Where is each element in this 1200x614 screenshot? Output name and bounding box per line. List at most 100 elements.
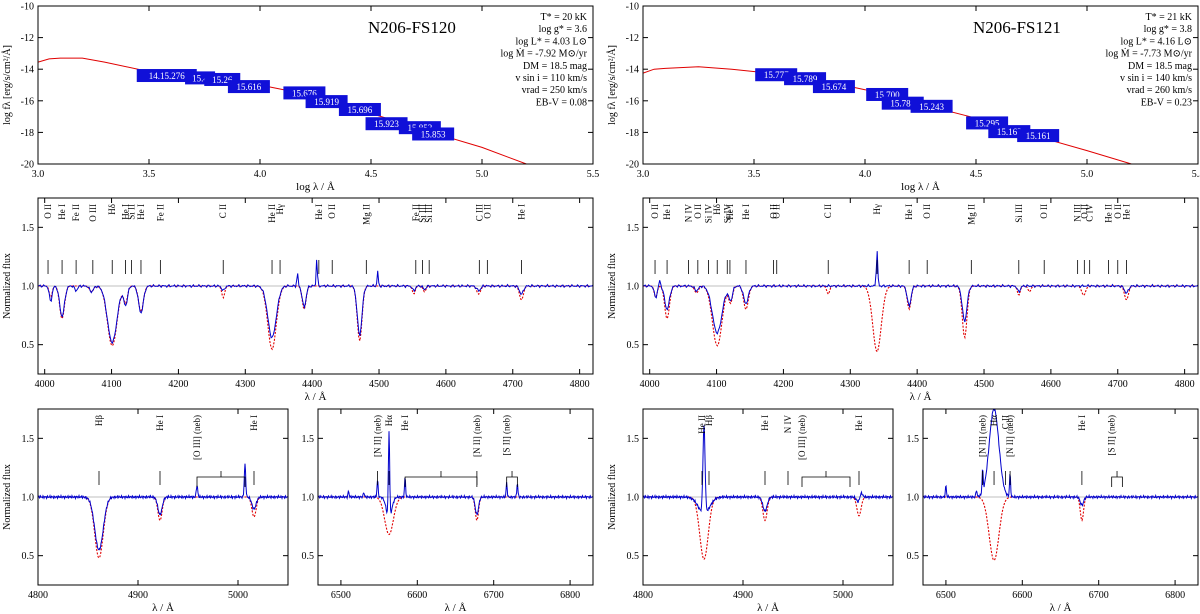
y-tick-label: 1.0 [302, 493, 315, 504]
line-id-label: Fe II [71, 204, 81, 221]
model-spectrum [643, 496, 893, 560]
x-tick-label: 4100 [102, 379, 122, 390]
line-id-label: C III [474, 204, 484, 221]
line-id-bracket [1111, 471, 1123, 487]
observed-spectrum [923, 409, 1198, 507]
line-id-label: He I [57, 204, 67, 220]
line-id-label: Hδ [107, 204, 117, 215]
model-spectrum [923, 496, 1198, 561]
x-axis-label: λ / Å [1050, 602, 1072, 614]
line-id-label: Mg II [966, 204, 976, 225]
x-tick-label: 4000 [640, 379, 660, 390]
line-id-label: He I [760, 415, 770, 431]
x-tick-label: 3.5 [143, 169, 156, 180]
photometry-label: 15.616 [237, 82, 262, 92]
line-id-label: He I [904, 204, 914, 220]
photometry-label: 15.161 [1026, 131, 1051, 141]
line-id-label: [N II] (neb) [1005, 415, 1015, 457]
y-axis-label: Normalized flux [2, 464, 13, 530]
photometry-point [812, 80, 855, 94]
x-tick-label: 4000 [35, 379, 55, 390]
observed-spectrum [643, 251, 1198, 335]
x-tick-label: 3.0 [637, 169, 650, 180]
x-tick-label: 4500 [974, 379, 994, 390]
line-id-label: He I [662, 204, 672, 220]
photometry-label: 15.163 [997, 127, 1022, 137]
x-tick-label: 5.5 [1192, 169, 1200, 180]
axes-frame [317, 408, 594, 586]
x-tick-label: 4900 [128, 590, 148, 601]
line-id-label: Hδ [712, 204, 722, 215]
photometry-label: 15.853 [421, 129, 446, 139]
photometry-label: 15.919 [314, 97, 339, 107]
x-tick-label: 5.5 [587, 169, 600, 180]
line-id-label: Si III [417, 204, 427, 223]
x-tick-label: 6700 [484, 590, 504, 601]
star-name: N206-FS120 [368, 18, 456, 37]
line-id-label: C II [823, 204, 833, 218]
line-id-label: He I [155, 415, 165, 431]
x-tick-label: 3.0 [32, 169, 45, 180]
line-id-label: Si III [424, 204, 434, 223]
stellar-parameter: DM = 18.5 mag [1128, 61, 1192, 72]
y-tick-label: 1.5 [22, 434, 35, 445]
x-axis-label: λ / Å [757, 602, 779, 614]
plot-area [38, 463, 288, 559]
line-id-label: [S II] (neb) [502, 415, 512, 455]
chart-ha-fs121: 6500 6600 6700 6800 0.5 1.0 1.5 λ / Å [N II] (ne… [907, 408, 1199, 614]
x-tick-label: 3.5 [748, 169, 761, 180]
x-tick-label: 4.5 [365, 169, 378, 180]
axes-frame [37, 5, 594, 165]
y-axis-label: log fλ [erg/s/cm²/Å] [606, 45, 618, 125]
x-tick-label: 4800 [28, 590, 48, 601]
y-tick-label: -12 [626, 33, 639, 44]
stellar-parameter: log g* = 3.6 [539, 24, 587, 35]
y-axis-label: log fλ [erg/s/cm²/Å] [1, 45, 13, 125]
photometry-label: 15.674 [822, 82, 847, 92]
chart-hb-fs120: 4800 4900 5000 0.5 1.0 1.5 λ / Å Normalized flu… [2, 408, 289, 614]
photometry-label: 15.4 [192, 73, 208, 83]
line-id-label: O III [88, 204, 98, 222]
x-tick-label: 4900 [733, 590, 753, 601]
y-tick-label: -12 [21, 33, 34, 44]
stellar-parameter: DM = 18.5 mag [523, 61, 587, 72]
stellar-parameter: v sin i = 140 km/s [1120, 73, 1192, 84]
x-tick-label: 6500 [331, 590, 351, 601]
photometry-label: 15.785 [890, 99, 915, 109]
line-id-label: He I [136, 204, 146, 220]
line-id-label: He II [267, 204, 277, 223]
y-tick-label: 1.0 [627, 282, 640, 293]
stellar-parameter: v sin i = 110 km/s [515, 73, 587, 84]
x-axis-label: λ / Å [445, 602, 467, 614]
x-tick-label: 5.0 [1081, 169, 1094, 180]
plot-area [643, 251, 1198, 353]
model-spectrum [38, 285, 593, 351]
x-tick-label: 4800 [633, 590, 653, 601]
sed-model-line [643, 66, 1132, 164]
x-tick-label: 4600 [1041, 379, 1061, 390]
photometry-label: 14.15.276 [149, 71, 186, 81]
line-id-bracket [801, 471, 851, 487]
photometry-label: 15.676 [292, 88, 317, 98]
y-tick-label: -16 [21, 96, 34, 107]
line-id-label: O II [43, 204, 53, 219]
stellar-parameter: log L* = 4.16 L⊙ [1120, 36, 1192, 47]
line-id-label: O II [693, 204, 703, 219]
line-id-bracket [404, 471, 478, 487]
y-tick-label: 0.5 [302, 551, 315, 562]
photometry-label: 15.923 [374, 119, 399, 129]
line-id-label: [O III] (neb) [192, 415, 202, 460]
line-id-label: He I [1121, 204, 1131, 220]
x-tick-label: 4700 [503, 379, 523, 390]
y-axis-label: Normalized flux [607, 464, 618, 530]
x-tick-label: 4300 [840, 379, 860, 390]
line-id-label: O II [772, 204, 782, 219]
y-tick-label: -10 [21, 2, 34, 13]
x-tick-label: 5000 [228, 590, 248, 601]
x-tick-label: 4700 [1108, 379, 1128, 390]
line-id-label: N IV [683, 204, 693, 223]
y-tick-label: 0.5 [627, 551, 640, 562]
line-id-label: He I [249, 415, 259, 431]
y-tick-label: 0.5 [22, 551, 35, 562]
